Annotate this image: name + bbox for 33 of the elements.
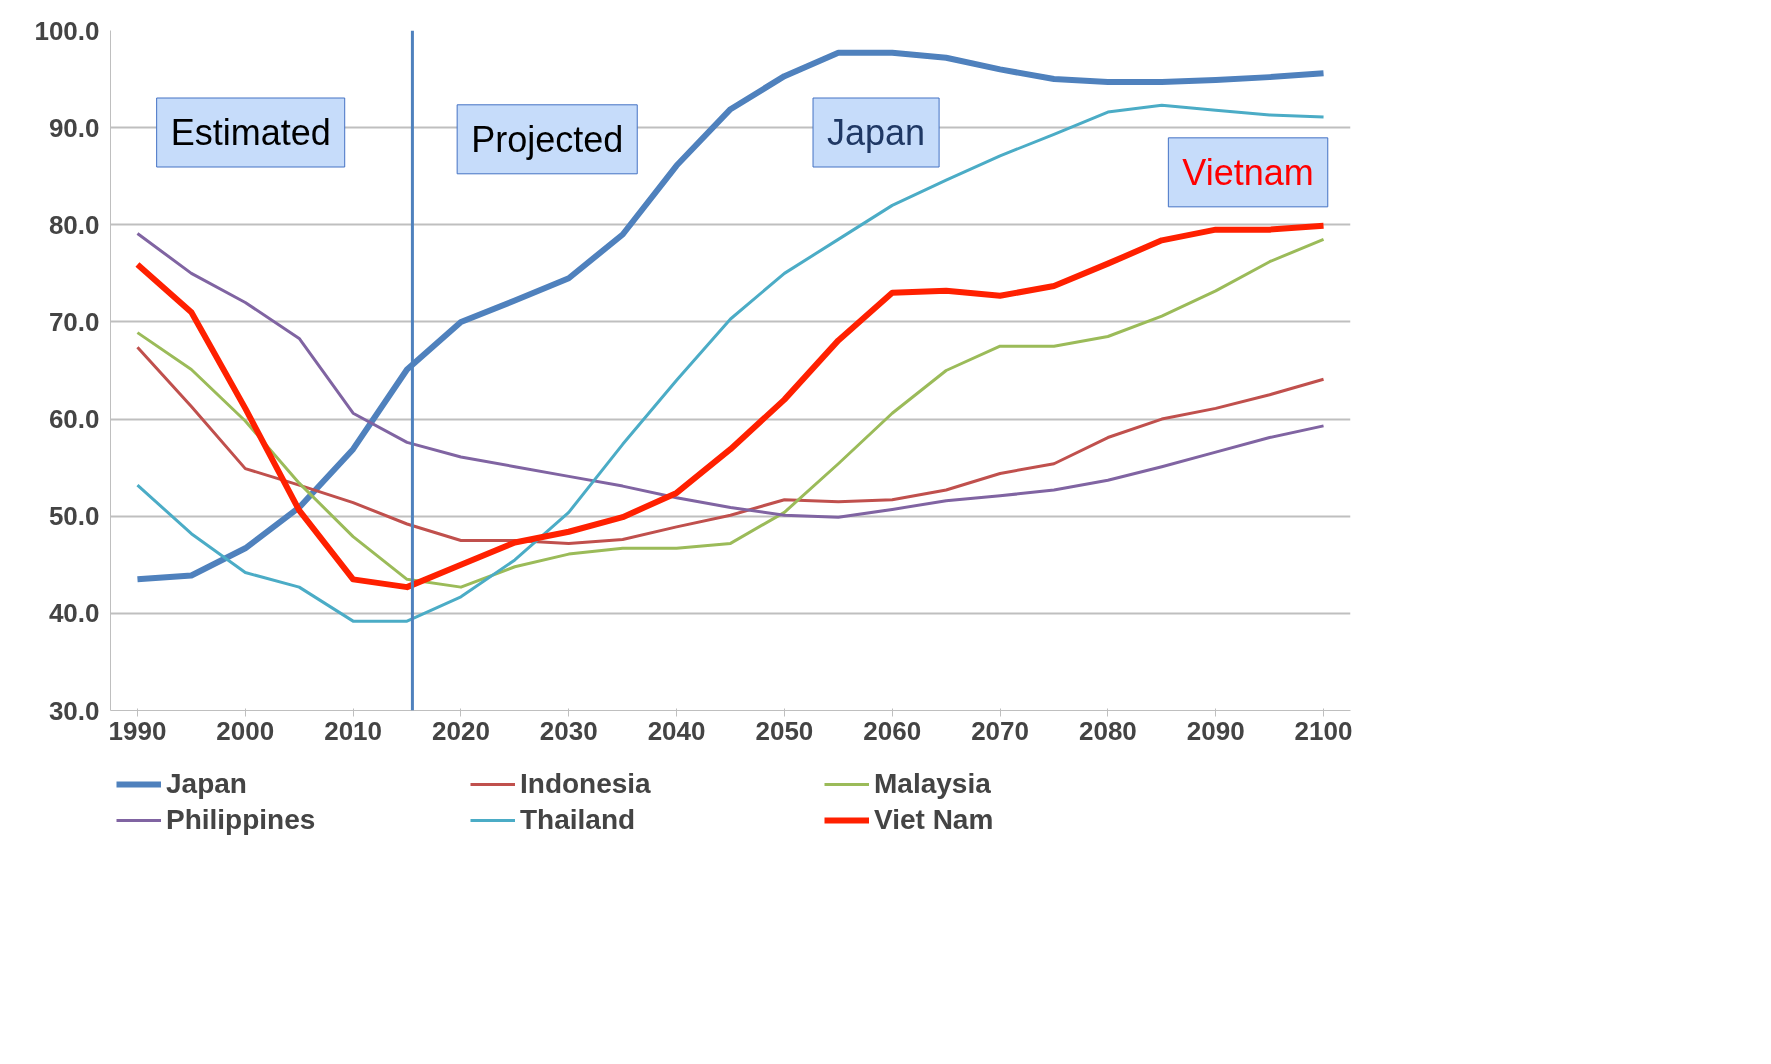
- line-series: [135, 103, 1326, 623]
- x-tick-label: 1990: [108, 715, 167, 746]
- line-series: [135, 345, 1326, 545]
- x-tick-label: 2080: [1078, 715, 1137, 746]
- y-tick-label: 90.0: [48, 112, 100, 143]
- annotation: Japan: [827, 112, 926, 153]
- legend-label: Viet Nam: [874, 804, 995, 836]
- y-tick-label: 50.0: [48, 501, 100, 532]
- line-series: [135, 232, 1326, 519]
- x-tick-label: 2010: [324, 715, 383, 746]
- y-tick-label: 80.0: [48, 209, 100, 240]
- legend-label: Malaysia: [874, 768, 992, 800]
- annotation: Estimated: [170, 112, 331, 153]
- x-tick-label: 2020: [432, 715, 490, 746]
- x-tick-label: 2060: [863, 715, 922, 746]
- x-tick-label: 2000: [216, 715, 275, 746]
- x-tick-label: 2070: [971, 715, 1029, 746]
- legend-label: Philippines: [166, 804, 317, 836]
- y-tick-label: 100.0: [34, 15, 100, 46]
- x-tick-label: 2050: [755, 715, 814, 746]
- annotation: Projected: [471, 118, 624, 160]
- x-tick-label: 2090: [1186, 715, 1245, 746]
- legend-label: Japan: [166, 768, 248, 800]
- legend-label: Indonesia: [520, 768, 652, 800]
- x-tick-label: 2030: [539, 715, 598, 746]
- y-tick-label: 70.0: [48, 306, 100, 337]
- x-tick-label: 2040: [647, 715, 706, 746]
- y-tick-label: 40.0: [48, 598, 100, 629]
- y-tick-label: 30.0: [48, 695, 100, 726]
- x-tick-label: 2100: [1294, 715, 1353, 746]
- annotation: Vietnam: [1182, 151, 1314, 193]
- legend-label: Thailand: [520, 804, 637, 836]
- y-tick-label: 60.0: [48, 404, 100, 435]
